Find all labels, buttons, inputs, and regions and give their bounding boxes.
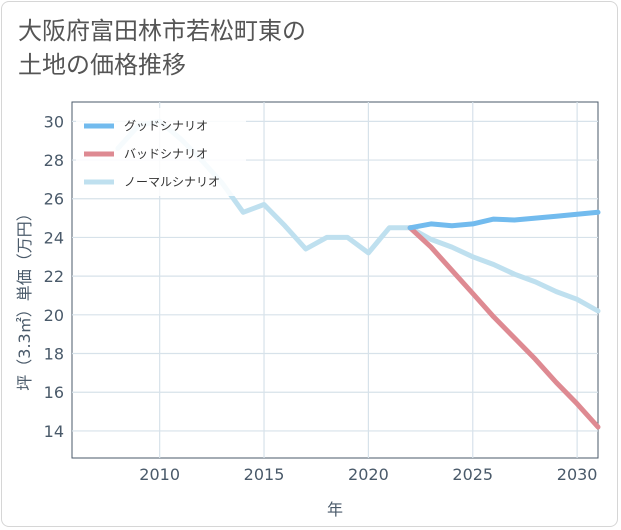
y-tick-label: 14: [44, 422, 64, 441]
y-tick-label: 22: [44, 267, 64, 286]
y-tick-label: 30: [44, 112, 64, 131]
chart-title-line-2: 土地の価格推移: [18, 51, 186, 79]
chart-title: 大阪府富田林市若松町東の 土地の価格推移: [18, 14, 306, 82]
y-tick-label: 16: [44, 383, 64, 402]
x-tick-label: 2010: [139, 465, 180, 484]
y-tick-label: 28: [44, 151, 64, 170]
legend-label: グッドシナリオ: [124, 119, 208, 133]
y-tick-label: 20: [44, 306, 64, 325]
legend-label: ノーマルシナリオ: [124, 175, 220, 189]
legend-label: バッドシナリオ: [124, 147, 208, 161]
tick-labels: 2010 2015 2020 2025 2030 14 16 18 20 22 24 26 28 30: [44, 112, 598, 484]
x-axis-title: 年: [327, 500, 343, 519]
y-axis-title: 坪（3.3㎡）単価（万円）: [15, 205, 34, 390]
chart-title-line-1: 大阪府富田林市若松町東の: [18, 17, 306, 45]
x-tick-label: 2020: [348, 465, 389, 484]
x-tick-label: 2025: [452, 465, 493, 484]
y-tick-label: 18: [44, 345, 64, 364]
series-line-0: [407, 209, 601, 231]
x-tick-label: 2015: [244, 465, 285, 484]
x-tick-label: 2030: [557, 465, 598, 484]
grid-lines: [72, 102, 598, 458]
series-line-1: [407, 225, 601, 430]
y-tick-label: 26: [44, 190, 64, 209]
y-tick-label: 24: [44, 228, 64, 247]
